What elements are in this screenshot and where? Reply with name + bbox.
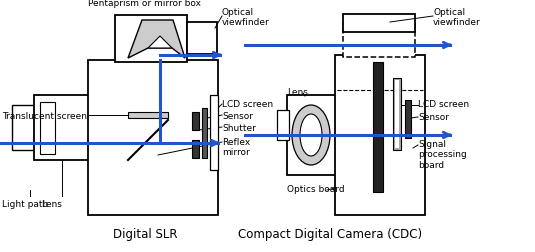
Bar	[88, 60, 218, 215]
Bar	[34, 95, 89, 160]
Text: Translucent screen: Translucent screen	[2, 112, 87, 121]
Bar	[40, 102, 55, 154]
Bar	[277, 110, 289, 140]
Bar	[335, 55, 425, 215]
Ellipse shape	[292, 105, 330, 165]
Bar	[12, 105, 34, 150]
Text: Sensor: Sensor	[418, 113, 449, 122]
Bar	[395, 80, 399, 148]
Bar	[343, 22, 415, 57]
Bar	[373, 62, 383, 192]
Text: LCD screen: LCD screen	[222, 100, 273, 109]
Text: Optics board: Optics board	[287, 185, 345, 194]
Bar	[115, 15, 187, 62]
Text: Compact Digital Camera (CDC): Compact Digital Camera (CDC)	[238, 228, 422, 241]
Bar	[128, 112, 168, 118]
Text: Shutter: Shutter	[222, 124, 256, 133]
Text: Signal
processing
board: Signal processing board	[418, 140, 467, 170]
Polygon shape	[148, 36, 172, 48]
Text: Sensor: Sensor	[222, 112, 253, 121]
Text: Optical
viewfinder: Optical viewfinder	[222, 8, 270, 27]
Text: LCD screen: LCD screen	[418, 100, 469, 109]
Bar	[343, 14, 415, 32]
Bar	[192, 140, 199, 158]
Bar	[210, 95, 218, 170]
Bar	[187, 22, 217, 54]
Bar	[405, 100, 411, 138]
Bar	[287, 95, 337, 175]
Bar	[192, 112, 199, 130]
Text: Lens: Lens	[287, 88, 308, 97]
Text: Pentaprism or mirror box: Pentaprism or mirror box	[88, 0, 202, 8]
Bar	[393, 78, 401, 150]
Text: Lens: Lens	[42, 200, 63, 209]
Polygon shape	[128, 20, 185, 58]
Text: Optical
viewfinder: Optical viewfinder	[433, 8, 481, 27]
Bar	[202, 108, 207, 158]
Text: Digital SLR: Digital SLR	[113, 228, 177, 241]
Text: Reflex
mirror: Reflex mirror	[222, 138, 250, 158]
Ellipse shape	[300, 114, 322, 156]
Text: Light path: Light path	[2, 200, 48, 209]
